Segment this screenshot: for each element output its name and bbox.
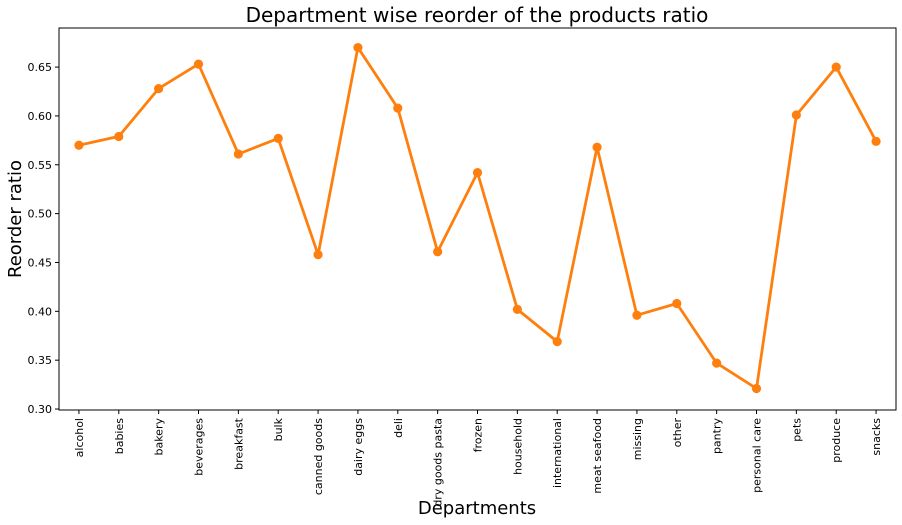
data-point-meat-seafood bbox=[592, 142, 602, 152]
x-tick-label: personal care bbox=[751, 418, 764, 493]
x-tick-label: deli bbox=[392, 418, 405, 438]
y-tick-label: 0.35 bbox=[28, 354, 53, 367]
chart-title: Department wise reorder of the products … bbox=[246, 3, 709, 27]
x-tick-label: dairy eggs bbox=[352, 418, 365, 476]
x-tick-label: household bbox=[511, 418, 524, 475]
x-tick-label: meat seafood bbox=[591, 418, 604, 494]
data-point-alcohol bbox=[74, 140, 84, 150]
x-tick-label: missing bbox=[631, 418, 644, 460]
data-point-beverages bbox=[193, 59, 204, 69]
x-tick-label: pantry bbox=[711, 418, 724, 455]
data-point-dairy-eggs bbox=[353, 42, 363, 53]
y-tick-label: 0.50 bbox=[28, 208, 53, 221]
x-tick-label: beverages bbox=[193, 418, 206, 476]
x-tick-label: breakfast bbox=[232, 417, 245, 469]
x-tick-label: pets bbox=[790, 418, 803, 442]
y-tick-label: 0.65 bbox=[28, 61, 53, 74]
y-tick-label: 0.40 bbox=[28, 305, 53, 318]
data-point-babies bbox=[114, 131, 124, 142]
data-point-household bbox=[512, 304, 522, 314]
x-tick-label: produce bbox=[830, 418, 843, 463]
data-point-canned-goods bbox=[313, 250, 323, 260]
x-tick-label: international bbox=[551, 418, 564, 488]
y-tick-label: 0.45 bbox=[28, 256, 53, 269]
x-axis-label: Departments bbox=[418, 498, 536, 519]
data-point-international bbox=[552, 337, 562, 347]
x-tick-label: bakery bbox=[153, 418, 166, 456]
data-point-snacks bbox=[871, 136, 881, 146]
data-point-deli bbox=[393, 103, 403, 113]
x-tick-label: bulk bbox=[272, 417, 285, 441]
x-tick-label: dry goods pasta bbox=[432, 418, 445, 507]
y-tick-label: 0.55 bbox=[28, 159, 53, 172]
x-tick-label: babies bbox=[113, 418, 126, 455]
data-point-pets bbox=[791, 110, 801, 120]
series-line bbox=[78, 46, 878, 390]
x-tick-label: frozen bbox=[472, 418, 485, 452]
data-point-dry-goods-pasta bbox=[433, 247, 443, 257]
plot-frame bbox=[58, 27, 897, 411]
x-tick-label: alcohol bbox=[73, 418, 86, 457]
data-point-pantry bbox=[712, 358, 722, 368]
data-point-frozen bbox=[472, 167, 483, 178]
data-point-missing bbox=[632, 310, 642, 320]
data-point-bakery bbox=[154, 83, 164, 94]
y-axis-label: Reorder ratio bbox=[5, 160, 26, 278]
data-point-bulk bbox=[273, 133, 283, 143]
data-point-produce bbox=[831, 62, 841, 72]
y-tick-label: 0.30 bbox=[28, 403, 53, 416]
x-tick-label: snacks bbox=[870, 418, 883, 456]
data-point-personal-care bbox=[751, 383, 762, 394]
x-tick-label: canned goods bbox=[312, 418, 325, 495]
data-point-other bbox=[672, 298, 682, 309]
y-tick-label: 0.60 bbox=[28, 110, 53, 123]
x-tick-label: other bbox=[671, 418, 684, 448]
data-point-breakfast bbox=[233, 149, 243, 159]
